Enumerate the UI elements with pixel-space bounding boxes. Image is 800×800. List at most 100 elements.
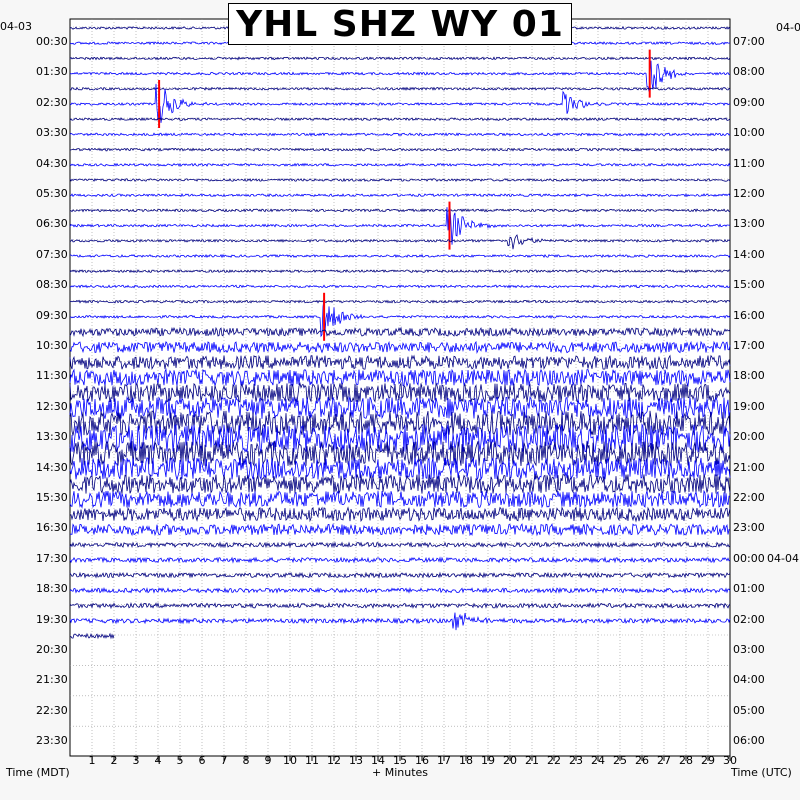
left-time-label: 05:30: [36, 187, 68, 200]
right-time-label: 16:00: [733, 308, 765, 322]
x-tick-label: 2: [110, 754, 118, 767]
left-time-label: 14:30: [36, 460, 68, 474]
x-tick-label: 7: [220, 754, 228, 767]
trace-line: [69, 506, 731, 523]
trace-line: [69, 354, 731, 371]
right-date-label-2: 04-04: [767, 552, 799, 565]
x-tick-label: 12: [327, 754, 341, 767]
right-time-label: 19:00: [733, 399, 765, 413]
x-tick-label: 26: [635, 754, 649, 767]
trace-line: [69, 340, 731, 354]
x-tick-label: 6: [198, 754, 206, 767]
x-tick-label: 30: [723, 754, 737, 767]
x-tick-label: 23: [569, 754, 583, 767]
right-time-label: 00:00: [733, 551, 765, 565]
x-axis-label: + Minutes: [372, 766, 429, 779]
x-tick-label: 24: [591, 754, 605, 767]
trace-line: [69, 86, 731, 91]
left-axis-label: Time (MDT): [6, 766, 70, 779]
right-time-label: 21:00: [733, 460, 765, 474]
x-tick-label: 10: [283, 754, 297, 767]
right-axis-label: Time (UTC): [731, 766, 792, 779]
left-time-label: 23:30: [36, 734, 68, 748]
trace-line: [69, 147, 731, 152]
left-time-label: 03:30: [36, 126, 68, 140]
left-time-label: 01:30: [36, 65, 68, 79]
left-time-label: 06:30: [36, 217, 68, 231]
right-time-label: 07:00: [733, 35, 765, 48]
trace-line: [69, 193, 731, 198]
trace-line: [69, 284, 731, 289]
right-time-label: 03:00: [733, 643, 765, 656]
x-axis-ticks: [91, 756, 731, 761]
trace-line: [69, 204, 731, 245]
left-time-label: 02:30: [36, 95, 68, 109]
chart-title-box: YHL SHZ WY 01: [228, 3, 572, 45]
trace-line: [69, 83, 730, 123]
right-time-label: 04:00: [733, 673, 765, 687]
trace-line: [69, 410, 731, 437]
trace-line: [69, 522, 731, 537]
trace-line: [69, 612, 731, 631]
right-time-label: 11:00: [733, 156, 765, 170]
trace-line: [69, 571, 731, 579]
left-time-label: 13:30: [36, 430, 68, 444]
x-tick-label: 16: [415, 754, 429, 767]
x-tick-label: 15: [393, 754, 407, 767]
left-time-label: 16:30: [36, 521, 68, 535]
right-time-label: 17:00: [733, 339, 765, 352]
x-tick-label: 17: [437, 754, 451, 767]
trace-line: [69, 56, 731, 61]
x-tick-label: 20: [503, 754, 517, 767]
trace-line: [69, 132, 731, 137]
trace-line: [69, 162, 731, 167]
x-tick-label: 1: [88, 754, 96, 767]
right-time-label: 06:00: [733, 734, 765, 748]
trace-line: [69, 586, 731, 594]
right-time-label: 13:00: [733, 217, 765, 231]
x-tick-label: 5: [176, 754, 184, 767]
right-date-label: 04-0: [776, 21, 800, 34]
trace-line: [69, 489, 731, 509]
left-time-label: 21:30: [36, 673, 68, 687]
left-time-label: 08:30: [36, 278, 68, 292]
left-time-label: 19:30: [36, 612, 68, 626]
left-time-label: 04:30: [36, 156, 68, 170]
left-time-label: 11:30: [36, 369, 68, 383]
x-tick-label: 9: [264, 754, 272, 767]
trace-line: [69, 326, 731, 338]
x-tick-label: 19: [481, 754, 495, 767]
trace-line: [69, 269, 731, 274]
left-time-label: 12:30: [36, 399, 68, 413]
x-tick-label: 11: [305, 754, 319, 767]
x-tick-label: 22: [547, 754, 561, 767]
right-time-label: 20:00: [733, 430, 765, 444]
left-time-label: 20:30: [36, 643, 68, 656]
trace-line: [69, 602, 731, 610]
right-time-label: 22:00: [733, 491, 765, 504]
right-time-label: 18:00: [733, 369, 765, 383]
trace-line: [69, 253, 731, 259]
right-time-label: 05:00: [733, 703, 765, 717]
x-tick-label: 3: [132, 754, 140, 767]
trace-line: [69, 234, 731, 250]
right-time-label: 23:00: [733, 521, 765, 535]
x-tick-label: 29: [701, 754, 715, 767]
x-tick-label: 21: [525, 754, 539, 767]
left-time-label: 09:30: [36, 308, 68, 322]
trace-line: [69, 381, 731, 404]
trace-line: [69, 117, 731, 122]
trace-line: [69, 395, 731, 420]
left-date-label: 04-03: [0, 20, 32, 33]
trace-line: [69, 177, 731, 182]
right-time-label: 14:00: [733, 247, 765, 261]
left-time-label: 00:30: [36, 35, 68, 48]
right-time-label: 08:00: [733, 65, 765, 79]
trace-line: [69, 473, 731, 494]
trace-line: [69, 299, 731, 304]
trace-line: [69, 367, 731, 388]
left-time-label: 17:30: [36, 551, 68, 565]
chart-title: YHL SHZ WY 01: [236, 3, 564, 45]
x-tick-label: 25: [613, 754, 627, 767]
